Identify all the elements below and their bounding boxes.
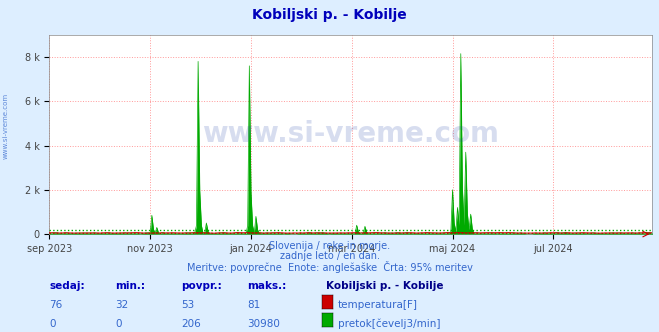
Text: 0: 0 xyxy=(49,319,56,329)
Text: Slovenija / reke in morje.: Slovenija / reke in morje. xyxy=(269,241,390,251)
Text: temperatura[F]: temperatura[F] xyxy=(338,300,418,310)
Text: povpr.:: povpr.: xyxy=(181,281,222,290)
Text: zadnje leto / en dan.: zadnje leto / en dan. xyxy=(279,251,380,261)
Text: 30980: 30980 xyxy=(247,319,280,329)
Text: Kobiljski p. - Kobilje: Kobiljski p. - Kobilje xyxy=(252,8,407,22)
Text: www.si-vreme.com: www.si-vreme.com xyxy=(2,93,9,159)
Text: min.:: min.: xyxy=(115,281,146,290)
Text: 76: 76 xyxy=(49,300,63,310)
Text: pretok[čevelj3/min]: pretok[čevelj3/min] xyxy=(338,319,441,329)
Text: 0: 0 xyxy=(115,319,122,329)
Text: sedaj:: sedaj: xyxy=(49,281,85,290)
Text: 32: 32 xyxy=(115,300,129,310)
Text: maks.:: maks.: xyxy=(247,281,287,290)
Text: 206: 206 xyxy=(181,319,201,329)
Text: 81: 81 xyxy=(247,300,260,310)
Text: www.si-vreme.com: www.si-vreme.com xyxy=(202,121,500,148)
Text: 53: 53 xyxy=(181,300,194,310)
Text: Kobiljski p. - Kobilje: Kobiljski p. - Kobilje xyxy=(326,281,444,290)
Text: Meritve: povprečne  Enote: anglešaške  Črta: 95% meritev: Meritve: povprečne Enote: anglešaške Črt… xyxy=(186,261,473,273)
